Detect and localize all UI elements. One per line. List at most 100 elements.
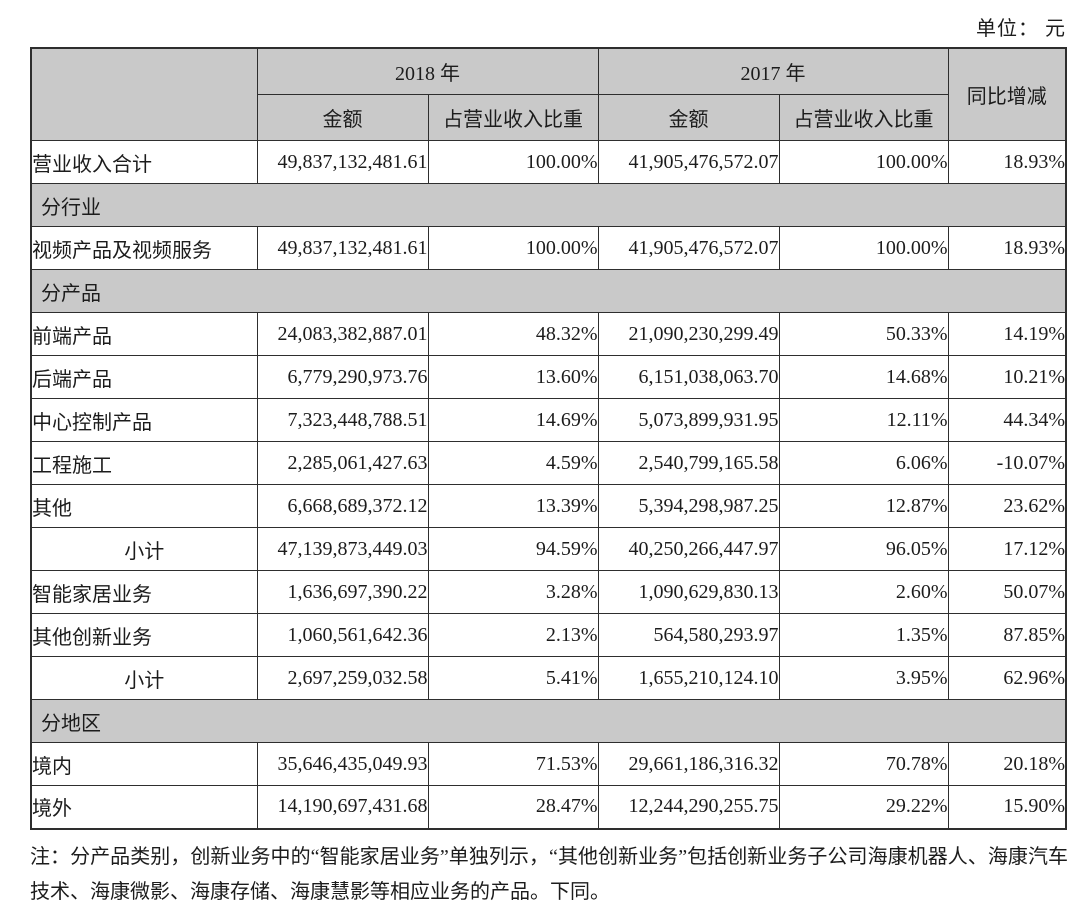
header-share-2018: 占营业收入比重 [427, 94, 599, 141]
amount-2017: 12,244,290,255.75 [597, 785, 780, 829]
header-row-years: 2018 年 2017 年 同比增减 [30, 47, 1067, 141]
row-label: 后端产品 [30, 355, 258, 399]
row-label: 小计 [30, 656, 258, 700]
table-row: 其他 6,668,689,372.12 13.39% 5,394,298,987.25… [30, 484, 1067, 528]
section-label: 分行业 [30, 183, 1067, 227]
share-2017: 100.00% [778, 226, 949, 270]
amount-2018: 2,697,259,032.58 [256, 656, 429, 700]
share-2018: 14.69% [427, 398, 599, 442]
row-label: 前端产品 [30, 312, 258, 356]
amount-2017: 1,090,629,830.13 [597, 570, 780, 614]
yoy-value: 18.93% [947, 140, 1067, 184]
amount-2018: 49,837,132,481.61 [256, 226, 429, 270]
amount-2018: 14,190,697,431.68 [256, 785, 429, 829]
section-row: 分地区 [30, 699, 1067, 743]
amount-2018: 47,139,873,449.03 [256, 527, 429, 571]
amount-2018: 24,083,382,887.01 [256, 312, 429, 356]
table-row: 其他创新业务 1,060,561,642.36 2.13% 564,580,293.9… [30, 613, 1067, 657]
yoy-value: 44.34% [947, 398, 1067, 442]
header-year-2017: 2017 年 [597, 47, 949, 95]
share-2018: 13.60% [427, 355, 599, 399]
amount-2018: 1,060,561,642.36 [256, 613, 429, 657]
share-2018: 71.53% [427, 742, 599, 786]
table-row: 小计 2,697,259,032.58 5.41% 1,655,210,124.10 3… [30, 656, 1067, 700]
yoy-value: 17.12% [947, 527, 1067, 571]
header-blank-cell [30, 47, 258, 141]
unit-label: 单位： 元 [976, 18, 1066, 40]
amount-2017: 5,394,298,987.25 [597, 484, 780, 528]
row-label: 智能家居业务 [30, 570, 258, 614]
amount-2018: 2,285,061,427.63 [256, 441, 429, 485]
amount-2018: 1,636,697,390.22 [256, 570, 429, 614]
section-row: 分行业 [30, 183, 1067, 227]
row-label: 视频产品及视频服务 [30, 226, 258, 270]
yoy-value: 20.18% [947, 742, 1067, 786]
share-2018: 94.59% [427, 527, 599, 571]
row-label: 其他创新业务 [30, 613, 258, 657]
header-row-measures: 金额 占营业收入比重 金额 占营业收入比重 [31, 94, 1066, 141]
amount-2018: 49,837,132,481.61 [256, 140, 429, 184]
table-row: 境外 14,190,697,431.68 28.47% 12,244,290,255.… [30, 785, 1067, 829]
row-label: 境外 [30, 785, 258, 829]
table-row: 前端产品 24,083,382,887.01 48.32% 21,090,230,29… [30, 312, 1067, 356]
section-row: 分产品 [30, 269, 1067, 313]
section-label: 分产品 [30, 269, 1067, 313]
yoy-value: 62.96% [947, 656, 1067, 700]
yoy-value: -10.07% [947, 441, 1067, 485]
yoy-value: 10.21% [947, 355, 1067, 399]
share-2017: 12.87% [778, 484, 949, 528]
amount-2018: 35,646,435,049.93 [256, 742, 429, 786]
table-row: 后端产品 6,779,290,973.76 13.60% 6,151,038,063.… [30, 355, 1067, 399]
share-2018: 100.00% [427, 226, 599, 270]
share-2018: 28.47% [427, 785, 599, 829]
table-row: 视频产品及视频服务 49,837,132,481.61 100.00% 41,905,… [30, 226, 1067, 270]
table-row: 智能家居业务 1,636,697,390.22 3.28% 1,090,629,830… [30, 570, 1067, 614]
amount-2017: 40,250,266,447.97 [597, 527, 780, 571]
table-row: 营业收入合计 49,837,132,481.61 100.00% 41,905,476… [30, 140, 1067, 184]
yoy-value: 50.07% [947, 570, 1067, 614]
share-2017: 29.22% [778, 785, 949, 829]
amount-2017: 2,540,799,165.58 [597, 441, 780, 485]
amount-2017: 564,580,293.97 [597, 613, 780, 657]
share-2018: 3.28% [427, 570, 599, 614]
share-2017: 96.05% [778, 527, 949, 571]
table-row: 小计 47,139,873,449.03 94.59% 40,250,266,447.… [30, 527, 1067, 571]
amount-2018: 7,323,448,788.51 [256, 398, 429, 442]
revenue-table: 2018 年 2017 年 同比增减 金额 占营业收入比重 金额 占营业收入比重… [30, 47, 1067, 830]
yoy-value: 14.19% [947, 312, 1067, 356]
header-year-2018: 2018 年 [256, 47, 599, 95]
amount-2018: 6,668,689,372.12 [256, 484, 429, 528]
table-header: 2018 年 2017 年 同比增减 金额 占营业收入比重 金额 占营业收入比重 [30, 47, 1067, 141]
share-2018: 2.13% [427, 613, 599, 657]
row-label: 其他 [30, 484, 258, 528]
section-label: 分地区 [30, 699, 1067, 743]
amount-2017: 21,090,230,299.49 [597, 312, 780, 356]
share-2017: 2.60% [778, 570, 949, 614]
share-2017: 12.11% [778, 398, 949, 442]
amount-2017: 41,905,476,572.07 [597, 226, 780, 270]
share-2017: 1.35% [778, 613, 949, 657]
table-row: 境内 35,646,435,049.93 71.53% 29,661,186,316.… [30, 742, 1067, 786]
share-2018: 100.00% [427, 140, 599, 184]
header-amount-2018: 金额 [256, 94, 429, 141]
amount-2017: 5,073,899,931.95 [597, 398, 780, 442]
yoy-value: 87.85% [947, 613, 1067, 657]
header-share-2017: 占营业收入比重 [778, 94, 949, 141]
amount-2018: 6,779,290,973.76 [256, 355, 429, 399]
share-2018: 4.59% [427, 441, 599, 485]
yoy-value: 15.90% [947, 785, 1067, 829]
share-2018: 5.41% [427, 656, 599, 700]
row-label: 境内 [30, 742, 258, 786]
table-row: 中心控制产品 7,323,448,788.51 14.69% 5,073,899,93… [30, 398, 1067, 442]
yoy-value: 23.62% [947, 484, 1067, 528]
table-row: 工程施工 2,285,061,427.63 4.59% 2,540,799,165.5… [30, 441, 1067, 485]
share-2017: 6.06% [778, 441, 949, 485]
share-2018: 48.32% [427, 312, 599, 356]
amount-2017: 6,151,038,063.70 [597, 355, 780, 399]
amount-2017: 41,905,476,572.07 [597, 140, 780, 184]
yoy-value: 18.93% [947, 226, 1067, 270]
table-body: 营业收入合计 49,837,132,481.61 100.00% 41,905,476… [30, 140, 1067, 829]
row-label: 工程施工 [30, 441, 258, 485]
header-amount-2017: 金额 [597, 94, 780, 141]
footnote: 注：分产品类别，创新业务中的“智能家居业务”单独列示，“其他创新业务”包括创新业… [30, 846, 1068, 903]
